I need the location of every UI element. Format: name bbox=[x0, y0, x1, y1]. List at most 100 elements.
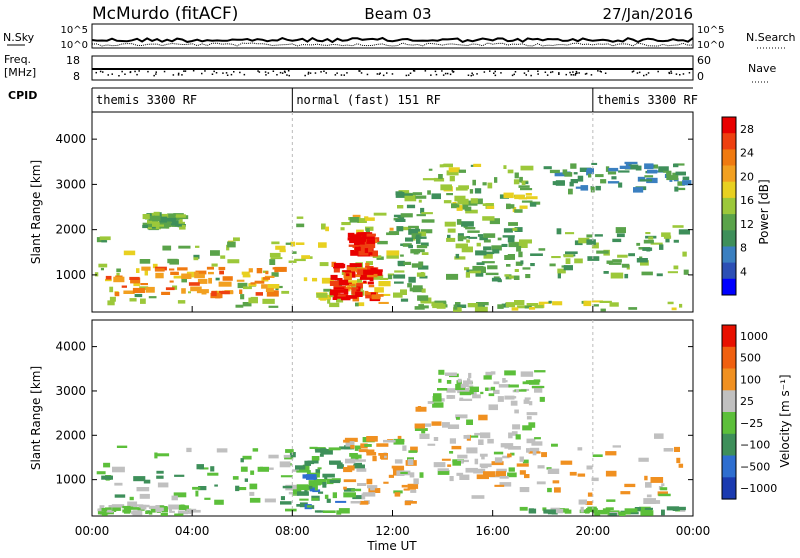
heatmap-cell bbox=[275, 245, 286, 250]
heatmap-cell bbox=[504, 370, 516, 376]
heatmap-cell bbox=[419, 433, 430, 439]
heatmap-cell bbox=[372, 270, 383, 276]
heatmap-cell bbox=[549, 169, 560, 174]
heatmap-cell bbox=[487, 182, 493, 189]
heatmap-cell bbox=[453, 304, 467, 308]
heatmap-cell bbox=[449, 395, 456, 399]
heatmap-cell bbox=[266, 290, 279, 297]
y-tick-label: 1000 bbox=[55, 473, 86, 487]
heatmap-cell bbox=[442, 422, 450, 428]
nave-point bbox=[320, 71, 322, 73]
heatmap-cell bbox=[461, 221, 474, 227]
heatmap-cell bbox=[346, 266, 356, 272]
colorbar-swatch bbox=[722, 214, 736, 231]
heatmap-cell bbox=[524, 474, 530, 479]
heatmap-cell bbox=[473, 198, 483, 205]
heatmap-cell bbox=[611, 176, 617, 180]
heatmap-cell bbox=[457, 378, 462, 383]
heatmap-cell bbox=[295, 465, 306, 470]
heatmap-cell bbox=[237, 282, 248, 289]
nave-point bbox=[604, 72, 607, 74]
heatmap-cell bbox=[520, 260, 524, 265]
heatmap-cell bbox=[519, 487, 530, 493]
heatmap-cell bbox=[195, 270, 207, 275]
heatmap-cell bbox=[177, 224, 182, 227]
heatmap-cell bbox=[455, 302, 461, 305]
heatmap-cell bbox=[344, 437, 358, 442]
heatmap-cell bbox=[188, 291, 191, 294]
nave-point bbox=[264, 71, 267, 73]
heatmap-cell bbox=[152, 221, 164, 227]
colorbar-tick-label: 1000 bbox=[740, 330, 768, 343]
heatmap-cell bbox=[675, 506, 686, 511]
heatmap-cell bbox=[474, 458, 479, 465]
heatmap-cell bbox=[585, 509, 590, 514]
heatmap-cell bbox=[504, 255, 511, 260]
heatmap-cell bbox=[241, 271, 250, 275]
heatmap-cell bbox=[479, 463, 492, 468]
heatmap-cell bbox=[169, 268, 175, 271]
heatmap-cell bbox=[547, 468, 560, 474]
heatmap-cell bbox=[371, 294, 381, 300]
heatmap-cell bbox=[256, 268, 263, 274]
heatmap-cell bbox=[181, 273, 192, 279]
nave-point bbox=[599, 70, 601, 72]
heatmap-cell bbox=[534, 437, 541, 440]
heatmap-cell bbox=[349, 263, 362, 268]
heatmap-cell bbox=[516, 242, 528, 248]
heatmap-cell bbox=[296, 484, 309, 491]
heatmap-cell bbox=[444, 372, 457, 376]
heatmap-cell bbox=[416, 244, 428, 249]
heatmap-cell bbox=[457, 205, 463, 210]
heatmap-cell bbox=[233, 237, 240, 242]
heatmap-cell bbox=[525, 274, 531, 279]
heatmap-cell bbox=[619, 165, 631, 169]
heatmap-cell bbox=[262, 277, 270, 280]
heatmap-cell bbox=[376, 256, 384, 260]
heatmap-cell bbox=[332, 297, 338, 300]
heatmap-cell bbox=[178, 245, 191, 249]
colorbar-swatch bbox=[722, 230, 736, 247]
heatmap-cell bbox=[249, 483, 258, 490]
heatmap-cell bbox=[311, 497, 319, 501]
heatmap-cell bbox=[478, 414, 488, 421]
heatmap-cell bbox=[345, 282, 352, 286]
heatmap-cell bbox=[114, 482, 123, 486]
heatmap-cell bbox=[252, 448, 259, 452]
heatmap-cell bbox=[236, 279, 245, 282]
heatmap-cell bbox=[644, 507, 653, 510]
heatmap-cell bbox=[446, 273, 459, 280]
velocity-panel-frame bbox=[91, 319, 694, 517]
heatmap-cell bbox=[536, 481, 546, 485]
heatmap-cell bbox=[112, 507, 121, 511]
heatmap-cell bbox=[169, 510, 175, 513]
heatmap-cell bbox=[261, 284, 268, 289]
nave-point bbox=[95, 71, 97, 74]
heatmap-cell bbox=[271, 272, 279, 277]
heatmap-cell bbox=[504, 395, 515, 400]
nave-point bbox=[134, 70, 136, 73]
heatmap-cell bbox=[181, 288, 186, 294]
nave-point bbox=[631, 71, 634, 73]
heatmap-cell bbox=[409, 472, 415, 478]
heatmap-cell bbox=[169, 280, 174, 283]
heatmap-cell bbox=[421, 219, 435, 223]
heatmap-cell bbox=[420, 272, 424, 276]
nave-point bbox=[111, 73, 113, 75]
heatmap-cell bbox=[478, 439, 484, 445]
heatmap-cell bbox=[211, 291, 217, 297]
heatmap-cell bbox=[344, 286, 353, 290]
heatmap-cell bbox=[448, 167, 460, 173]
heatmap-cell bbox=[337, 288, 345, 293]
heatmap-cell bbox=[319, 453, 324, 457]
heatmap-cell bbox=[336, 510, 342, 515]
heatmap-cell bbox=[192, 486, 201, 490]
heatmap-cell bbox=[514, 227, 523, 232]
heatmap-cell bbox=[465, 227, 476, 230]
heatmap-cell bbox=[663, 448, 674, 452]
heatmap-cell bbox=[616, 233, 625, 238]
heatmap-cell bbox=[659, 244, 664, 250]
heatmap-cell bbox=[248, 297, 258, 304]
nave-point bbox=[257, 70, 259, 72]
nave-point bbox=[530, 74, 532, 77]
